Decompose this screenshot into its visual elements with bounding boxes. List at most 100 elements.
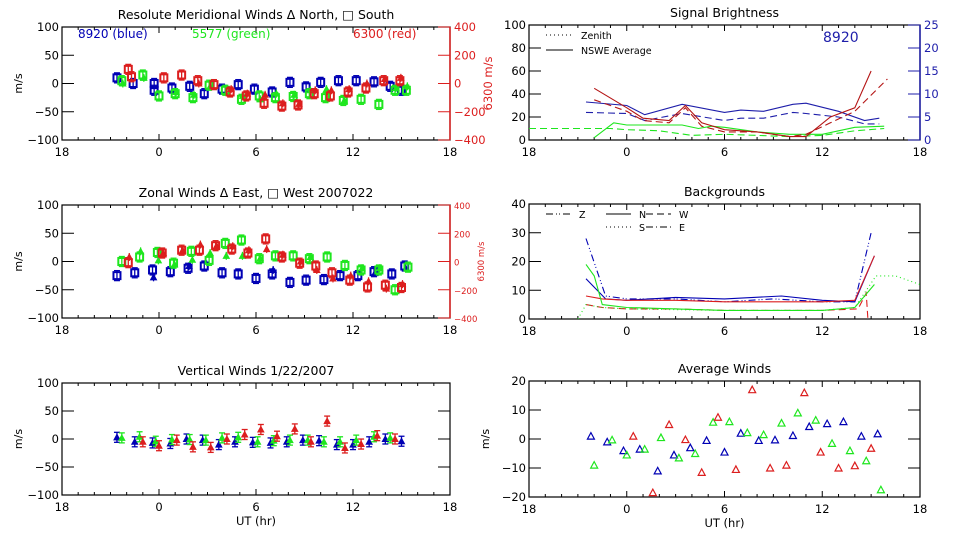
- data-point-square: [159, 73, 169, 83]
- data-point-triangle: [245, 246, 253, 254]
- chart-title: Vertical Winds 1/22/2007: [178, 363, 335, 378]
- y2-tick-label: −200: [454, 105, 486, 119]
- data-point-triangle: [685, 442, 695, 452]
- x-tick-label: 12: [346, 145, 361, 159]
- data-point-triangle: [240, 430, 249, 438]
- data-point-triangle: [702, 435, 712, 445]
- y-tick-label: 0: [519, 312, 526, 326]
- y-tick-label: 100: [37, 198, 59, 212]
- data-point-triangle: [690, 448, 700, 458]
- y-tick-label: 100: [504, 18, 526, 32]
- series-line-6300-zenith: [594, 78, 888, 138]
- data-point-triangle: [306, 252, 315, 260]
- data-point-square: [148, 265, 158, 275]
- y-tick-label: 80: [511, 41, 526, 55]
- y-tick-label: −20: [502, 490, 526, 504]
- data-point-square: [374, 99, 384, 109]
- x-tick-label: 0: [623, 502, 630, 516]
- data-point-triangle: [747, 384, 757, 394]
- data-point-triangle: [834, 463, 844, 472]
- y-tick-label: 50: [44, 48, 59, 62]
- y-tick-label: −10: [502, 461, 526, 475]
- data-point-triangle: [759, 429, 769, 439]
- x-tick-label: 0: [155, 145, 162, 159]
- x-tick-label: 6: [252, 323, 259, 337]
- data-point-triangle: [876, 484, 886, 494]
- data-point-triangle: [358, 264, 366, 272]
- data-point-triangle: [136, 247, 145, 255]
- data-point-triangle: [188, 255, 197, 263]
- y-tick-label: 50: [44, 404, 59, 418]
- y-tick-label: −100: [27, 311, 59, 325]
- y-axis-label: m/s: [12, 251, 25, 271]
- y2-tick-label: −400: [454, 133, 486, 147]
- data-point-triangle: [618, 445, 628, 455]
- data-point-square: [351, 76, 361, 86]
- data-point-triangle: [273, 432, 281, 440]
- data-point-triangle: [113, 433, 121, 441]
- x-tick-label: 18: [443, 145, 458, 159]
- y-tick-label: −50: [35, 460, 59, 474]
- y2-tick-label: 10: [924, 87, 939, 101]
- chart-title: Resolute Meridional Winds Δ North, □ Sou…: [118, 7, 395, 22]
- data-point-square: [154, 91, 164, 101]
- data-point-triangle: [736, 428, 746, 437]
- data-point-triangle: [170, 260, 179, 268]
- y-tick-label: 10: [511, 283, 526, 297]
- y-tick-label: 100: [37, 376, 59, 390]
- legend-label: NSWE Average: [581, 46, 652, 57]
- data-point-triangle: [234, 433, 243, 441]
- y2-tick-label: 25: [924, 18, 939, 32]
- data-point-triangle: [196, 240, 205, 248]
- data-point-triangle: [376, 264, 384, 272]
- data-point-triangle: [243, 89, 252, 97]
- legend-label: N: [639, 210, 646, 221]
- x-tick-label: 18: [55, 500, 70, 514]
- data-point-triangle: [212, 241, 221, 249]
- data-point-triangle: [117, 433, 126, 441]
- x-tick-label: 18: [913, 324, 928, 338]
- data-point-triangle: [320, 437, 328, 445]
- data-point-triangle: [222, 251, 231, 259]
- data-point-square: [177, 70, 187, 80]
- data-point-triangle: [253, 437, 262, 445]
- legend-label: Z: [579, 210, 586, 221]
- data-point-square: [211, 241, 221, 251]
- data-point-triangle: [190, 90, 198, 98]
- data-point-triangle: [838, 416, 848, 426]
- data-point-triangle: [589, 460, 599, 469]
- data-point-triangle: [845, 445, 855, 455]
- data-point-triangle: [194, 79, 203, 87]
- data-point-square: [130, 268, 140, 278]
- data-point-triangle: [850, 460, 860, 470]
- data-point-triangle: [724, 416, 734, 426]
- data-point-triangle: [622, 450, 632, 459]
- y2-axis-label: 6300 m/s: [481, 57, 495, 111]
- data-point-square: [217, 268, 227, 278]
- x-tick-label: 0: [155, 323, 162, 337]
- data-point-triangle: [311, 86, 320, 94]
- y-tick-label: 40: [511, 87, 526, 101]
- data-point-square: [333, 76, 343, 86]
- data-point-triangle: [380, 74, 389, 82]
- data-layer: [586, 384, 886, 497]
- y2-tick-label: 0: [454, 259, 459, 269]
- y-tick-label: −100: [27, 488, 59, 502]
- data-point-triangle: [206, 248, 214, 257]
- data-point-triangle: [279, 99, 287, 107]
- annotation-label: 6300 (red): [353, 27, 416, 41]
- x-tick-label: 12: [815, 324, 830, 338]
- data-point-square: [285, 277, 295, 287]
- data-point-square: [335, 271, 345, 281]
- data-point-triangle: [125, 252, 134, 260]
- x-tick-label: 18: [443, 323, 458, 337]
- data-point-triangle: [754, 435, 764, 445]
- data-point-triangle: [315, 436, 323, 444]
- data-point-triangle: [866, 443, 876, 452]
- y2-tick-label: −400: [454, 315, 477, 325]
- data-point-square: [261, 234, 271, 244]
- chart-title: Signal Brightness: [670, 5, 779, 20]
- data-point-triangle: [653, 466, 663, 475]
- data-point-triangle: [742, 427, 752, 437]
